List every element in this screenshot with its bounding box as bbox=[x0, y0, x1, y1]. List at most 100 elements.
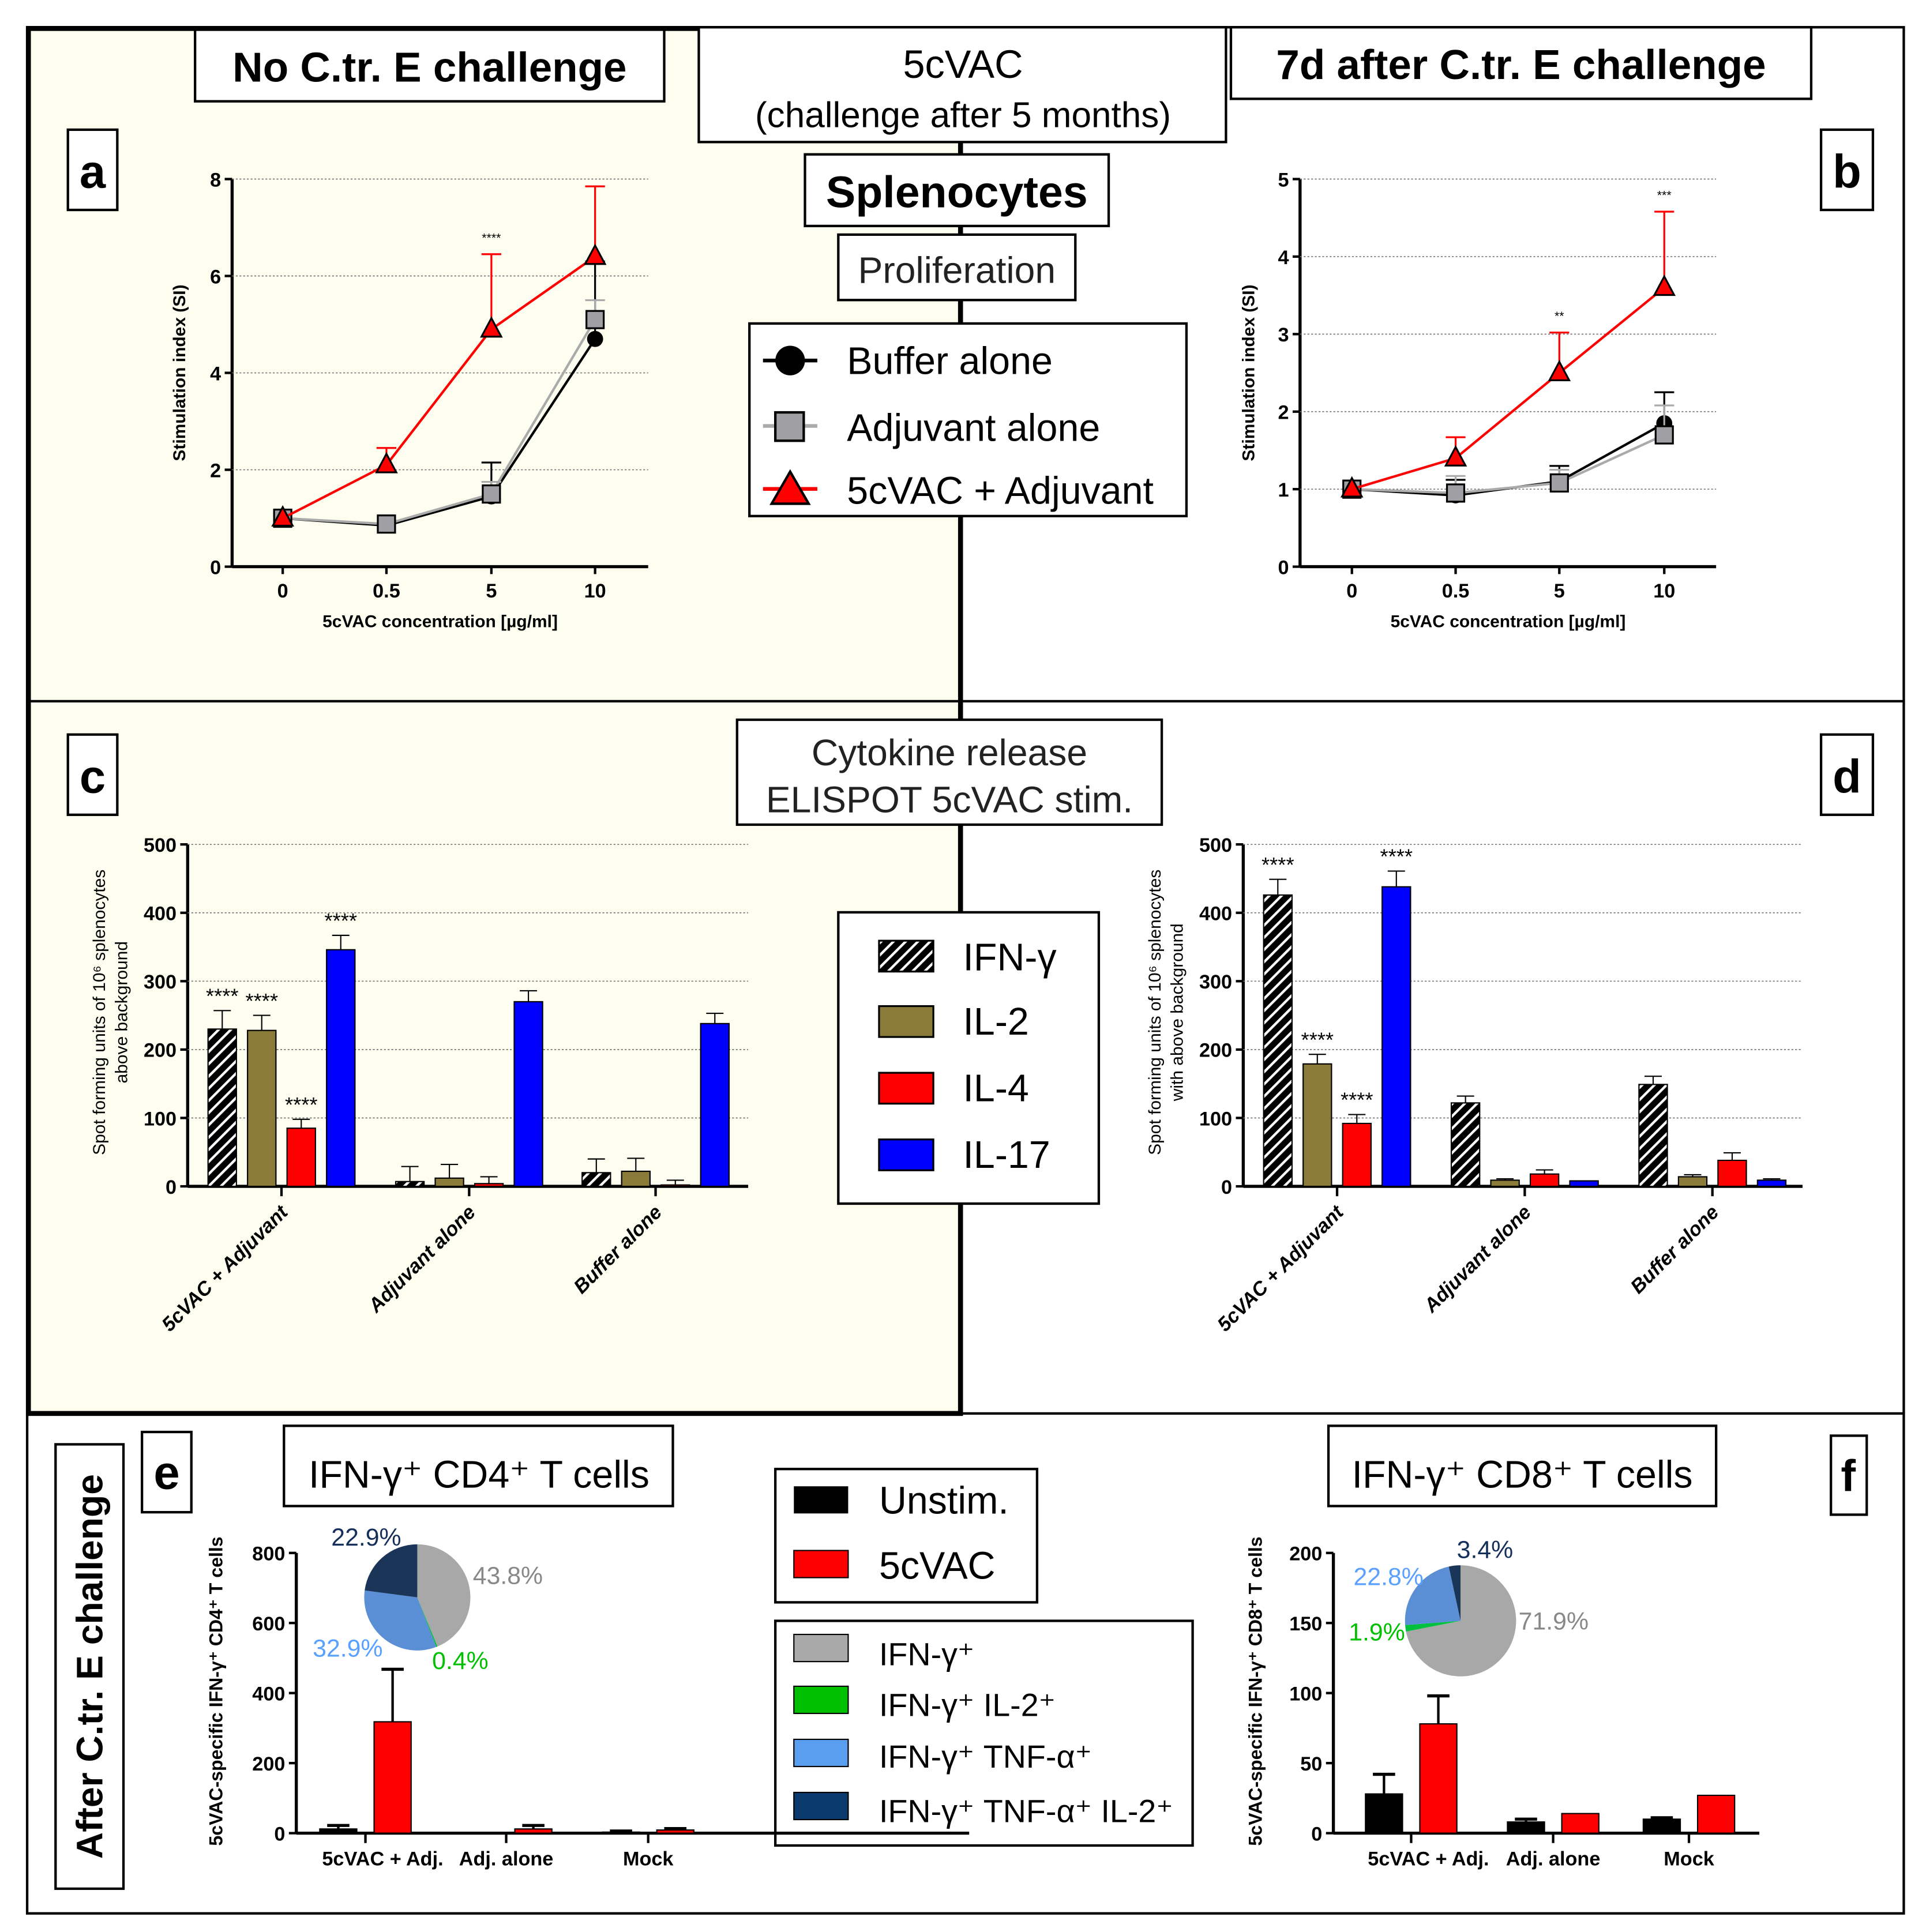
series-line bbox=[283, 319, 596, 525]
legend-il17: IL-17 bbox=[963, 1134, 1050, 1177]
y-tick-label: 200 bbox=[1199, 1040, 1232, 1062]
ifng-swatch bbox=[878, 939, 934, 973]
x-tick-label: Adj. alone bbox=[1506, 1848, 1601, 1870]
splenocytes-label: Splenocytes bbox=[804, 153, 1110, 227]
x-tick-label: 0 bbox=[277, 580, 288, 602]
legend-5cvac-adjuvant: 5cVAC + Adjuvant bbox=[847, 469, 1154, 512]
y-tick-label: 200 bbox=[144, 1040, 177, 1062]
pie-f-pie: 71.9% 1.9% 22.8% 3.4% bbox=[1349, 1536, 1589, 1677]
y-axis-label: Stimulation index (SI) bbox=[170, 284, 189, 461]
legend-ifng: IFN-γ bbox=[963, 936, 1057, 979]
series-ifn-: **** bbox=[206, 984, 611, 1187]
proliferation-text: Proliferation bbox=[858, 249, 1056, 291]
data-point bbox=[1444, 445, 1467, 467]
series-il-17: **** bbox=[1380, 845, 1787, 1187]
bar bbox=[1302, 1063, 1332, 1187]
cd8-title: IFN-γ⁺ CD8⁺ T cells bbox=[1327, 1424, 1718, 1508]
series-il-4: **** bbox=[285, 1093, 690, 1187]
y-tick-label: 100 bbox=[144, 1108, 177, 1130]
y-tick-label: 200 bbox=[252, 1753, 285, 1775]
after-challenge-label: After C.tr. E challenge bbox=[54, 1443, 125, 1890]
series-ifn-: **** bbox=[1262, 853, 1668, 1187]
y-tick-label: 50 bbox=[1300, 1753, 1322, 1775]
proliferation-label: Proliferation bbox=[837, 233, 1077, 302]
pie-slice bbox=[1405, 1621, 1461, 1632]
circle-marker-icon bbox=[775, 345, 805, 375]
il4-swatch bbox=[878, 1072, 934, 1105]
significance-stars: **** bbox=[1262, 853, 1294, 877]
bar bbox=[247, 1029, 277, 1187]
bar bbox=[1677, 1176, 1708, 1187]
y-axis-label-line2: with above background bbox=[1167, 923, 1187, 1102]
bar bbox=[434, 1177, 464, 1187]
ifng-only-swatch bbox=[793, 1633, 849, 1663]
legend-ifng-tnf-il2: IFN-γ⁺ TNF-α⁺ IL-2⁺ bbox=[879, 1793, 1173, 1829]
y-axis-label: Spot forming units of 10⁶ splenocytes bbox=[90, 870, 109, 1155]
y-axis-label: 5cVAC-specific IFN-γ⁺ CD8⁺ T cells bbox=[1245, 1536, 1266, 1845]
significance-stars: **** bbox=[1341, 1088, 1373, 1112]
data-point bbox=[377, 514, 396, 534]
ifng-tnf-il2-swatch bbox=[793, 1791, 849, 1821]
bar bbox=[581, 1172, 611, 1187]
il17-swatch bbox=[878, 1138, 934, 1171]
series-line bbox=[282, 255, 596, 520]
triangle-marker-icon bbox=[769, 469, 811, 505]
bar bbox=[602, 1831, 640, 1835]
x-tick-label: Mock bbox=[1664, 1848, 1714, 1870]
data-point bbox=[375, 452, 398, 473]
pie-slice-label: 43.8% bbox=[473, 1562, 543, 1589]
y-tick-label: 0 bbox=[274, 1823, 285, 1845]
significance-stars: **** bbox=[324, 909, 357, 933]
ifng-il2-swatch bbox=[793, 1685, 849, 1715]
y-tick-label: 6 bbox=[210, 266, 221, 288]
x-tick-label: Mock bbox=[623, 1848, 674, 1870]
cd8-title-text: IFN-γ⁺ CD8⁺ T cells bbox=[1352, 1453, 1693, 1496]
pie-slice bbox=[1405, 1566, 1461, 1625]
header-vaccine: 5cVAC (challenge after 5 months) bbox=[697, 26, 1227, 144]
y-tick-label: 4 bbox=[210, 363, 221, 385]
y-tick-label: 100 bbox=[1199, 1108, 1232, 1130]
x-tick-label: 0.5 bbox=[373, 580, 400, 602]
series-unstim- bbox=[1365, 1772, 1681, 1834]
bar bbox=[700, 1023, 730, 1187]
bar bbox=[513, 1001, 543, 1187]
pie-e-pie: 43.8% 0.4% 32.9% 22.9% bbox=[313, 1524, 543, 1675]
series-line bbox=[1351, 287, 1665, 491]
cd4-title-text: IFN-γ⁺ CD4⁺ T cells bbox=[309, 1453, 649, 1496]
series-5cvac bbox=[373, 1667, 694, 1834]
bar bbox=[1507, 1821, 1545, 1834]
header-no-challenge: No C.tr. E challenge bbox=[194, 28, 666, 103]
x-tick-label: 0.5 bbox=[1442, 580, 1470, 602]
legend-5cvac: 5cVAC bbox=[879, 1545, 996, 1588]
bar bbox=[1642, 1818, 1681, 1834]
data-point bbox=[271, 505, 294, 527]
y-tick-label: 500 bbox=[144, 835, 177, 856]
letter-f: f bbox=[1841, 1452, 1856, 1501]
y-tick-label: 400 bbox=[252, 1683, 285, 1705]
y-tick-label: 0 bbox=[1278, 557, 1289, 578]
x-tick-label: 5cVAC + Adj. bbox=[1368, 1848, 1489, 1870]
bar bbox=[1638, 1084, 1668, 1187]
5cvac-swatch bbox=[793, 1550, 849, 1578]
header-vaccine-subtitle: (challenge after 5 months) bbox=[755, 96, 1171, 136]
x-tick-label: 10 bbox=[1653, 580, 1675, 602]
y-tick-label: 5 bbox=[1278, 169, 1289, 191]
panel-letter-a: a bbox=[66, 128, 119, 212]
pie-slice-label: 71.9% bbox=[1519, 1607, 1589, 1635]
pie-slice-label: 22.8% bbox=[1354, 1563, 1424, 1591]
y-tick-label: 0 bbox=[166, 1177, 177, 1198]
bar bbox=[319, 1828, 358, 1834]
y-tick-label: 150 bbox=[1289, 1613, 1322, 1635]
bar bbox=[1569, 1180, 1599, 1187]
panel-letter-c: c bbox=[66, 733, 119, 816]
bar bbox=[1756, 1179, 1787, 1187]
significance-stars: **** bbox=[285, 1093, 318, 1117]
bar bbox=[660, 1184, 690, 1187]
pie-slice-label: 1.9% bbox=[1349, 1619, 1405, 1647]
series-il-17: **** bbox=[324, 909, 730, 1187]
legend-ifng-only: IFN-γ⁺ bbox=[879, 1637, 974, 1672]
pie-slice bbox=[365, 1544, 418, 1598]
bar bbox=[286, 1127, 316, 1187]
bar bbox=[326, 949, 356, 1187]
x-tick-label: 5cVAC + Adj. bbox=[322, 1848, 443, 1870]
